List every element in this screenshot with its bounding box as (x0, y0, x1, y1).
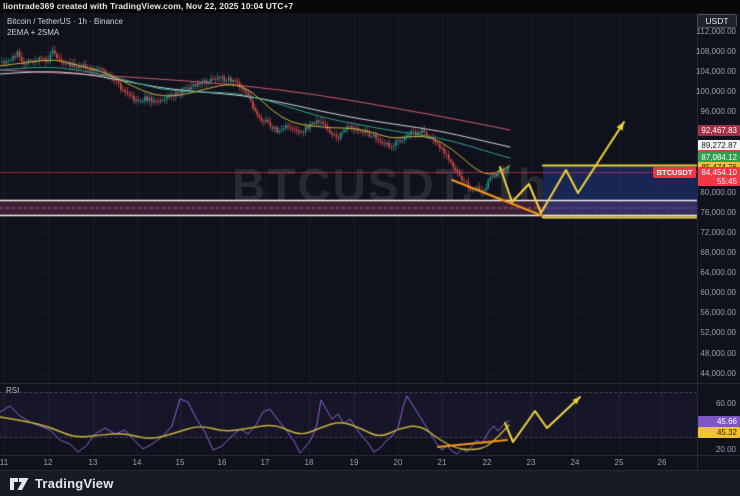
rsi-ma-value: 45.32 (698, 427, 740, 438)
time-tick-label: 13 (88, 458, 98, 467)
ema2-value: 87,084.12 (698, 152, 740, 163)
rsi-axis[interactable]: 60.00 20.00 (697, 0, 740, 470)
price-tick-label: 72,000.00 (700, 228, 736, 237)
price-tick-label: 56,000.00 (700, 308, 736, 317)
price-tick-label: 76,000.00 (700, 208, 736, 217)
price-tick-label: 44,000.00 (700, 369, 736, 378)
time-tick-label: 16 (217, 458, 227, 467)
rsi-value: 45.66 (698, 416, 740, 427)
time-tick-label: 21 (437, 458, 447, 467)
legend-indicators[interactable]: 2EMA + 2SMA (7, 28, 60, 37)
sma1-value: 89,272.87 (698, 140, 740, 151)
time-axis[interactable]: 11 12 13 14 15 16 17 18 19 20 21 22 23 24 25 26 (0, 455, 697, 470)
rsi-tick-label: 20.00 (715, 445, 736, 454)
price-tick-label: 52,000.00 (700, 328, 736, 337)
price-tick-label: 48,000.00 (700, 349, 736, 358)
time-tick-label: 15 (175, 458, 185, 467)
price-tick-label: 60,000.00 (700, 288, 736, 297)
price-tick-label: 108,000.00 (695, 47, 736, 56)
time-tick-label: 19 (349, 458, 359, 467)
ema1-value: 85,474.76 (698, 162, 740, 168)
hidden-red-sliver (698, 150, 740, 152)
price-tick-label: 80,000.00 (700, 188, 736, 197)
legend-symbol-title[interactable]: Bitcoin / TetherUS · 1h · Binance (7, 17, 123, 26)
time-tick-label: 11 (0, 458, 9, 467)
rsi-tick-label: 60.00 (715, 399, 736, 408)
time-axis-divider (0, 455, 740, 456)
bar-countdown: 55:45 (716, 177, 737, 186)
time-tick-label: 26 (657, 458, 667, 467)
time-tick-label: 18 (304, 458, 314, 467)
rsi-pane-divider[interactable] (0, 383, 740, 384)
time-tick-label: 17 (260, 458, 270, 467)
chart-legend[interactable]: Bitcoin / TetherUS · 1h · Binance 2EMA +… (7, 16, 123, 38)
sma2-value: 92,467.83 (698, 125, 740, 136)
price-axis-divider (697, 13, 698, 470)
tradingview-logo[interactable]: TradingView (10, 476, 114, 491)
price-tick-label: 104,000.00 (695, 67, 736, 76)
symbol-price-tag: BTCUSDT (653, 167, 696, 178)
time-tick-label: 23 (526, 458, 536, 467)
footer-bar: TradingView (0, 470, 740, 496)
price-axis[interactable]: 112,000.00 108,000.00 104,000.00 100,000.00… (695, 0, 740, 470)
time-tick-label: 14 (132, 458, 142, 467)
rsi-pane-label[interactable]: RSI (6, 386, 20, 395)
time-tick-label: 24 (570, 458, 580, 467)
tradingview-logo-icon (10, 478, 29, 490)
last-price: 84,454.10 55:45 (698, 167, 740, 186)
time-tick-label: 25 (614, 458, 624, 467)
price-tick-label: 100,000.00 (695, 87, 736, 96)
price-tick-label: 96,000.00 (700, 107, 736, 116)
attribution-text: liontrade369 created with TradingView.co… (3, 1, 294, 11)
price-tick-label: 64,000.00 (700, 268, 736, 277)
tradingview-logo-text: TradingView (35, 476, 114, 491)
currency-toggle-button[interactable]: USDT (697, 14, 737, 28)
time-tick-label: 12 (43, 458, 53, 467)
attribution-bar: liontrade369 created with TradingView.co… (0, 0, 740, 13)
price-tick-label: 68,000.00 (700, 248, 736, 257)
time-tick-label: 20 (393, 458, 403, 467)
time-tick-label: 22 (482, 458, 492, 467)
price-tick-label: 112,000.00 (696, 27, 736, 36)
